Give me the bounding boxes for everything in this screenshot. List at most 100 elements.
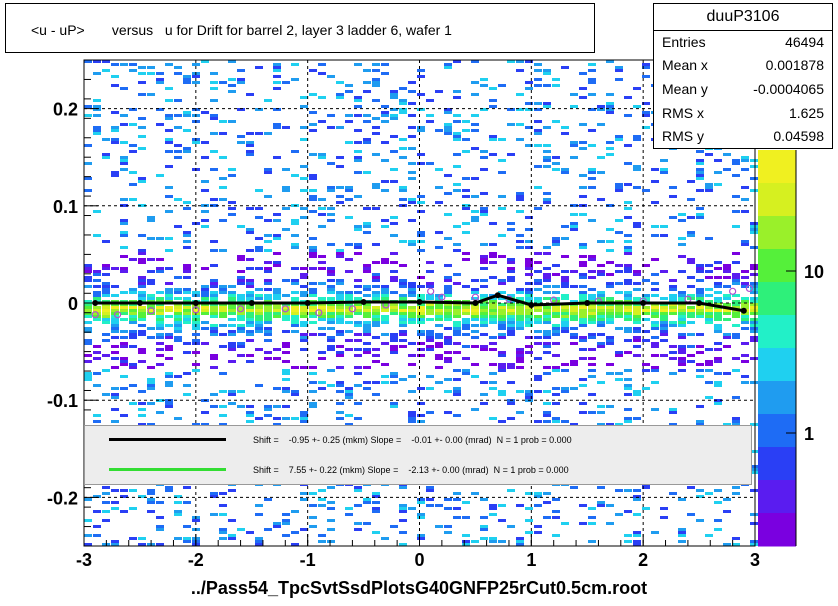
heat-cell xyxy=(444,126,452,129)
heat-cell xyxy=(93,129,101,132)
heat-cell xyxy=(480,207,488,210)
heat-cell xyxy=(552,78,560,81)
heat-cell xyxy=(210,285,218,288)
heat-cell xyxy=(138,204,146,207)
heat-cell xyxy=(120,156,128,159)
heat-cell xyxy=(732,261,740,264)
heat-cell xyxy=(579,96,587,99)
heat-cell xyxy=(336,345,344,348)
heat-cell xyxy=(300,414,308,417)
heat-cell xyxy=(471,114,479,117)
heat-cell xyxy=(390,108,398,111)
heat-cell xyxy=(237,255,245,258)
heat-cell xyxy=(705,534,713,537)
heat-cell xyxy=(246,405,254,408)
heat-cell xyxy=(516,366,524,369)
heat-cell xyxy=(165,114,173,117)
heat-cell xyxy=(561,276,569,279)
heat-cell xyxy=(696,171,704,174)
heat-cell xyxy=(579,195,587,198)
heat-cell xyxy=(390,270,398,273)
heat-cell xyxy=(300,333,308,336)
heat-cell xyxy=(156,312,164,315)
heat-cell xyxy=(372,207,380,210)
heat-cell xyxy=(336,201,344,204)
heat-cell xyxy=(327,114,335,117)
heat-cell xyxy=(696,519,704,522)
heat-cell xyxy=(588,306,596,309)
heat-cell xyxy=(327,267,335,270)
heat-cell xyxy=(624,417,632,420)
heat-cell xyxy=(561,270,569,273)
heat-cell xyxy=(120,414,128,417)
heat-cell xyxy=(615,264,623,267)
heat-cell xyxy=(354,348,362,351)
heat-cell xyxy=(741,375,749,378)
heat-cell xyxy=(300,138,308,141)
heat-cell xyxy=(183,486,191,489)
heat-cell xyxy=(372,84,380,87)
heat-cell xyxy=(318,213,326,216)
heat-cell xyxy=(372,348,380,351)
heat-cell xyxy=(372,63,380,66)
heat-cell xyxy=(354,372,362,375)
heat-cell xyxy=(84,543,92,546)
heat-cell xyxy=(444,294,452,297)
heat-cell xyxy=(633,336,641,339)
heat-cell xyxy=(462,333,470,336)
heat-cell xyxy=(561,318,569,321)
heat-cell xyxy=(363,330,371,333)
heat-cell xyxy=(732,333,740,336)
heat-cell xyxy=(228,519,236,522)
heat-cell xyxy=(507,309,515,312)
heat-cell xyxy=(165,489,173,492)
color-scale-step xyxy=(758,249,796,266)
heat-cell xyxy=(453,132,461,135)
heat-cell xyxy=(705,183,713,186)
heat-cell xyxy=(489,303,497,306)
heat-cell xyxy=(246,321,254,324)
heat-cell xyxy=(264,357,272,360)
heat-cell xyxy=(183,234,191,237)
heat-cell xyxy=(525,108,533,111)
heat-cell xyxy=(606,405,614,408)
heat-cell xyxy=(741,300,749,303)
heat-cell xyxy=(498,420,506,423)
heat-cell xyxy=(723,543,731,546)
heat-cell xyxy=(318,357,326,360)
heat-cell xyxy=(282,351,290,354)
heat-cell xyxy=(750,450,758,453)
heat-cell xyxy=(372,495,380,498)
heat-cell xyxy=(282,279,290,282)
heat-cell xyxy=(354,252,362,255)
heat-cell xyxy=(507,108,515,111)
heat-cell xyxy=(363,114,371,117)
heat-cell xyxy=(120,204,128,207)
heat-cell xyxy=(651,234,659,237)
stats-key: RMS x xyxy=(662,105,704,121)
heat-cell xyxy=(363,81,371,84)
heat-cell xyxy=(696,363,704,366)
heat-cell xyxy=(453,378,461,381)
heat-cell xyxy=(363,321,371,324)
heat-cell xyxy=(417,315,425,318)
heat-cell xyxy=(606,363,614,366)
heat-cell xyxy=(525,300,533,303)
heat-cell xyxy=(480,294,488,297)
heat-cell xyxy=(570,228,578,231)
heat-cell xyxy=(372,297,380,300)
heat-cell xyxy=(507,228,515,231)
heat-cell xyxy=(444,192,452,195)
heat-cell xyxy=(273,81,281,84)
heat-cell xyxy=(192,321,200,324)
heat-cell xyxy=(192,63,200,66)
heat-cell xyxy=(363,498,371,501)
heat-cell xyxy=(282,306,290,309)
heat-cell xyxy=(165,210,173,213)
heat-cell xyxy=(354,303,362,306)
heat-cell xyxy=(705,306,713,309)
heat-cell xyxy=(273,405,281,408)
heat-cell xyxy=(93,345,101,348)
heat-cell xyxy=(696,288,704,291)
heat-cell xyxy=(120,342,128,345)
